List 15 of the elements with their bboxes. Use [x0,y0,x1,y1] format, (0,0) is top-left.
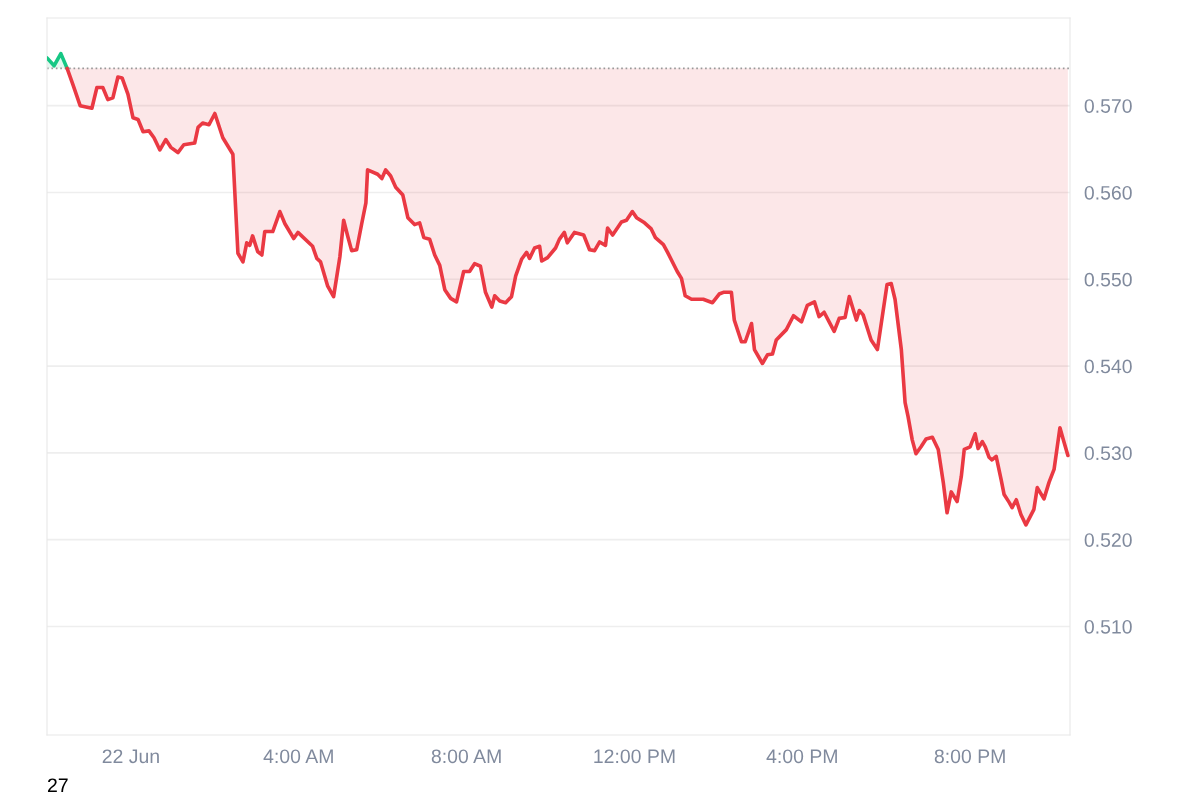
x-tick-label: 4:00 PM [766,749,837,764]
text: 27 [47,778,68,792]
x-tick-label: 8:00 AM [431,749,501,764]
y-tick-label: 0.540 [1084,359,1132,374]
line-series [65,66,1070,527]
y-tick-label: 0.520 [1084,533,1132,547]
x-tick-label: 4:00 AM [263,749,333,764]
y-tick-label: 0.560 [1084,185,1132,200]
y-tick-label: 0.530 [1084,446,1132,461]
x-tick-label: 22 Jun [102,749,159,764]
x-tick-label: 8:00 PM [934,749,1005,764]
y-tick-label: 0.550 [1084,272,1132,287]
x-tick-label: 12:00 PM [594,749,675,764]
y-tick-label: 0.570 [1084,99,1132,113]
y-tick-label: 0.510 [1084,619,1132,634]
